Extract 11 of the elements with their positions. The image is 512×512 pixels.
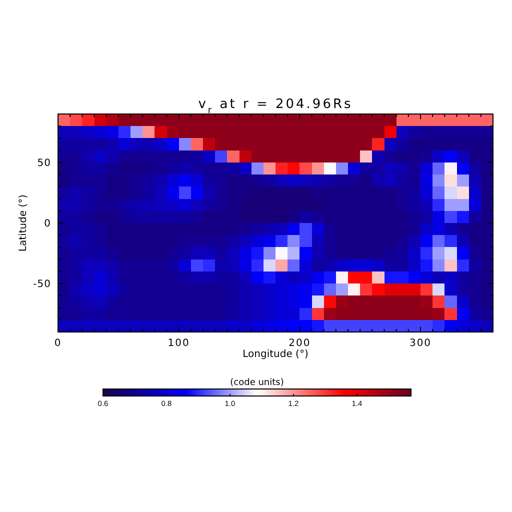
x-tick-label: 200 [288,338,311,349]
chart-title: v$_{r}$ at r = 204.96Rs [198,97,353,116]
x-tick-label: 100 [168,338,190,349]
y-tick-label: -50 [33,279,51,290]
x-tick-label: 0 [54,338,62,349]
x-tick-label: 300 [409,338,432,349]
color-bar-title: (code units) [230,378,284,388]
x-axis-title: Longitude (°) [242,349,308,360]
y-axis-title: Latitude (°) [18,194,29,252]
y-tick-label: 0 [44,218,51,230]
y-tick-label: 50 [37,158,51,169]
